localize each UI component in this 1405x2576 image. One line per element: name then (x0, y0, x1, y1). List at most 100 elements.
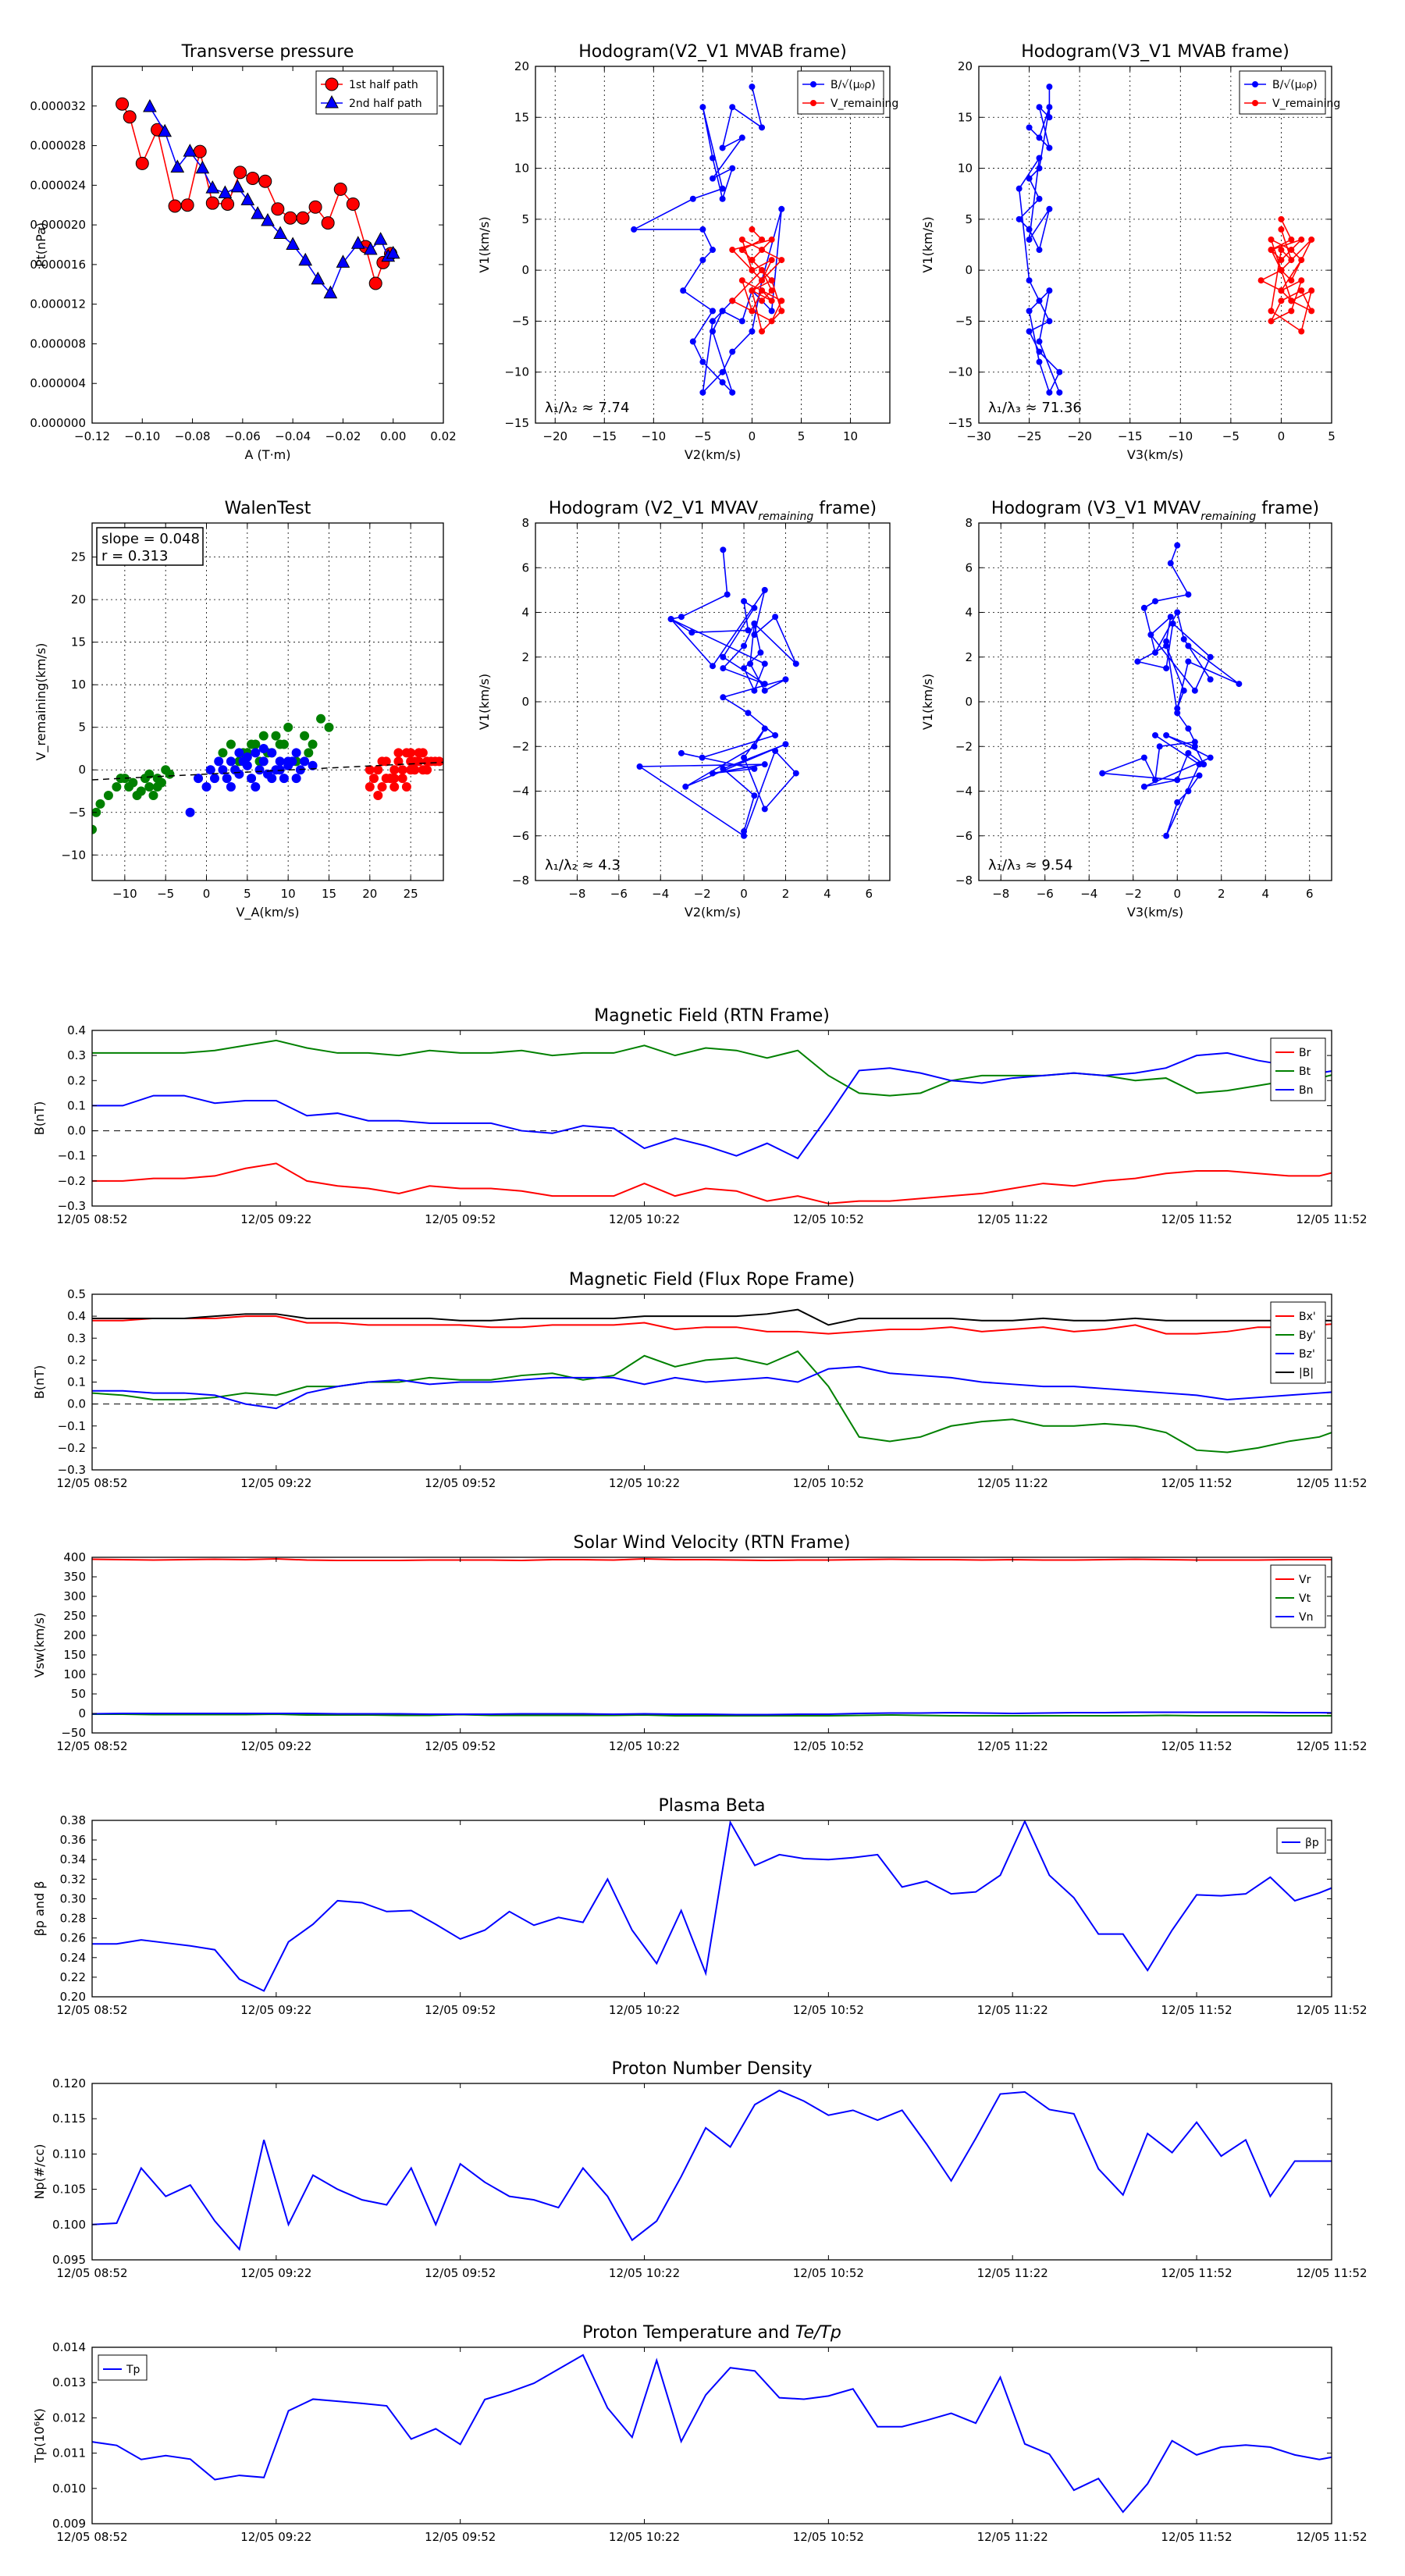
y-tick-label: −4 (512, 785, 529, 799)
data-point (751, 765, 758, 772)
series-line (731, 229, 783, 333)
data-point (1298, 257, 1305, 264)
chart-title: Proton Temperature and Te/Tp (582, 2323, 841, 2343)
y-tick-label: 150 (63, 1648, 86, 1662)
data-point (1268, 247, 1275, 254)
stats-line: slope = 0.048 (101, 531, 200, 547)
legend-label: Bt (1299, 1066, 1311, 1078)
y-tick-label: 20 (958, 59, 973, 73)
data-point (749, 257, 756, 264)
y-tick-label: 0.115 (52, 2112, 86, 2126)
data-point (158, 123, 173, 137)
data-point (749, 287, 756, 294)
data-point (741, 754, 748, 761)
data-point (768, 318, 775, 325)
plot-frame (91, 1557, 1332, 1734)
chart-title-main: Magnetic Field (Flux Rope Frame) (569, 1270, 855, 1290)
data-point (631, 226, 638, 233)
data-point (667, 616, 674, 623)
y-tick-label: 0.38 (60, 1813, 86, 1827)
x-tick-label: 12/05 09:22 (240, 2003, 311, 2017)
data-point (226, 782, 236, 792)
y-tick-label: −0.3 (58, 1199, 86, 1213)
chart-title: Hodogram(V3_V1 MVAB frame) (1021, 42, 1289, 62)
legend-label: 2nd half path (349, 98, 422, 110)
plot-frame (535, 66, 891, 424)
series-line (92, 2089, 1332, 2251)
x-tick-label: −15 (592, 429, 617, 443)
data-point (1163, 638, 1170, 645)
chart-title: Magnetic Field (Flux Rope Frame) (569, 1270, 855, 1290)
x-tick-label: 12/05 11:22 (977, 2266, 1048, 2280)
y-tick-label: 0.000028 (30, 139, 86, 153)
x-tick-label: −2 (1125, 887, 1142, 901)
data-point (751, 743, 758, 750)
x-tick-label: 12/05 11:22 (977, 1212, 1048, 1226)
data-point (373, 790, 383, 800)
x-tick-label: 12/05 11:22 (977, 1739, 1048, 1753)
data-point (689, 195, 696, 202)
y-tick-label: 0.014 (52, 2340, 86, 2354)
data-point (1169, 620, 1176, 627)
y-tick-label: −4 (955, 785, 973, 799)
data-point (782, 741, 789, 748)
y-tick-label: 0 (78, 1706, 86, 1720)
data-point (273, 226, 287, 240)
x-tick-label: −15 (1118, 429, 1143, 443)
data-point (1140, 783, 1147, 790)
data-point (291, 774, 301, 784)
data-point (761, 660, 768, 667)
y-tick-label: 0.120 (52, 2076, 86, 2090)
y-tick-label: 0.000020 (30, 218, 86, 232)
data-point (1236, 681, 1243, 688)
data-point (304, 748, 314, 758)
data-point (810, 100, 816, 106)
data-point (768, 236, 775, 243)
x-tick-label: 12/05 10:52 (793, 1739, 864, 1753)
data-point (230, 179, 245, 193)
y-tick-label: 0.2 (67, 1353, 86, 1367)
stats-box (96, 527, 204, 566)
data-point (778, 205, 785, 212)
data-point (258, 743, 269, 753)
data-point (720, 653, 727, 660)
x-tick-label: 0 (1173, 887, 1181, 901)
chart-tp2: 12/05 08:52 12/05 09:22 12/05 09:52 12/05 1… (32, 2323, 1368, 2544)
y-tick-label: −10 (61, 848, 86, 862)
data-point (720, 665, 727, 672)
data-point (747, 660, 754, 667)
legend-label: Bz' (1299, 1348, 1315, 1361)
chart-title-sub: remaining (758, 511, 813, 523)
data-point (95, 799, 105, 809)
series-line (92, 1162, 1332, 1204)
data-point (1046, 114, 1053, 121)
data-point (226, 739, 236, 749)
chart-title-main: Proton Temperature and (582, 2323, 795, 2343)
x-tick-label: −10 (642, 429, 667, 443)
data-point (1046, 84, 1053, 91)
data-point (688, 629, 695, 636)
x-tick-label: 12/05 11:22 (977, 1476, 1048, 1490)
x-axis-label: A (T·m) (245, 447, 291, 462)
data-point (1185, 642, 1192, 649)
y-tick-label: 0.105 (52, 2183, 86, 2197)
data-point (1298, 328, 1305, 335)
data-point (778, 297, 785, 304)
data-point (751, 792, 758, 799)
data-point (1174, 609, 1181, 616)
y-tick-label: 0.000024 (30, 178, 86, 192)
series-group (92, 1308, 1332, 1453)
data-point (279, 739, 289, 749)
y-tick-label: 0.1 (67, 1098, 86, 1112)
data-point (710, 318, 716, 325)
data-point (240, 192, 255, 205)
data-point (738, 236, 745, 243)
x-tick-label: 12/05 11:52 (1161, 1476, 1232, 1490)
data-point (1278, 257, 1285, 264)
data-point (782, 676, 789, 683)
chart-title-main: Hodogram (V2_V1 MVAV (549, 499, 758, 518)
data-point (751, 687, 758, 694)
data-point (741, 828, 748, 835)
x-tick-label: 12/05 10:22 (609, 2003, 680, 2017)
y-tick-label: 50 (71, 1687, 86, 1701)
